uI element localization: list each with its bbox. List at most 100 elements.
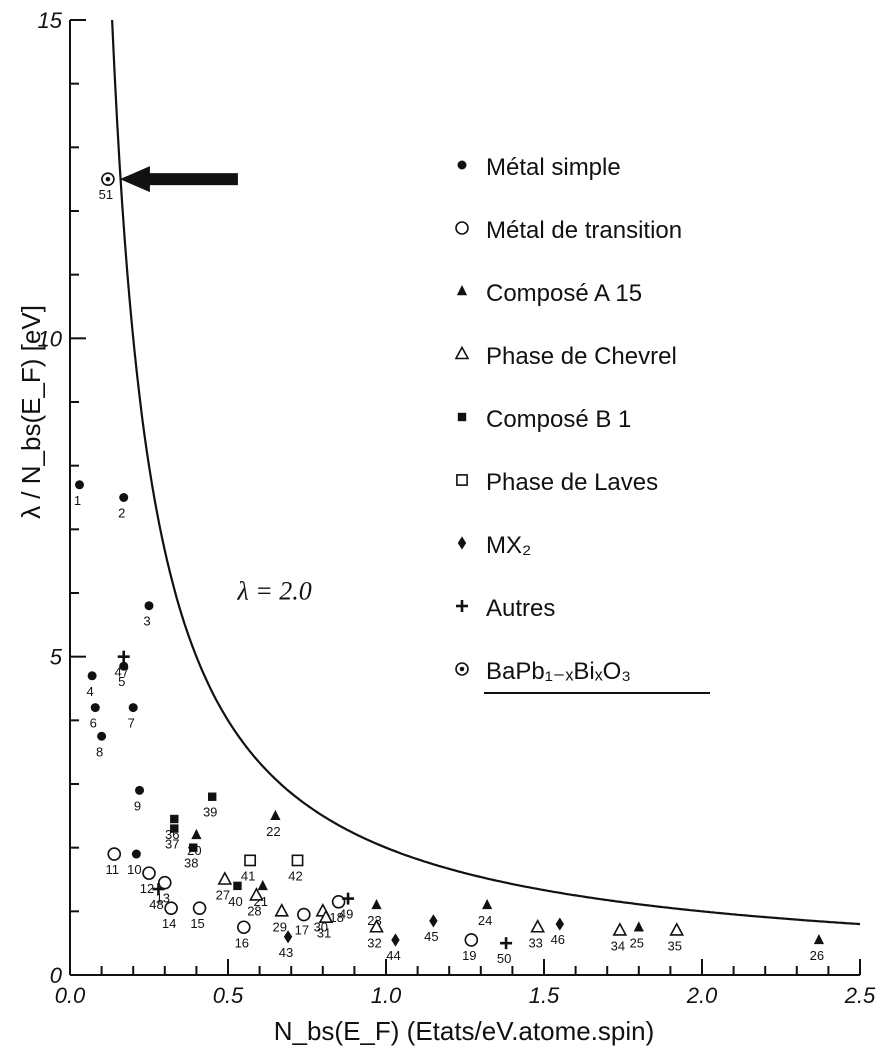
point-label: 4 (87, 684, 94, 699)
data-point (482, 898, 493, 910)
legend-label: BaPb₁₋ₓBiₓO₃ (486, 658, 631, 685)
curve-label: λ = 2.0 (236, 576, 311, 605)
data-point (429, 914, 438, 928)
legend-item: Métal de transition (455, 217, 682, 244)
point-label: 38 (184, 856, 198, 871)
data-point (318, 909, 334, 924)
point-label: 26 (810, 948, 824, 963)
data-point (208, 792, 217, 801)
point-label: 17 (295, 923, 309, 938)
legend-label: Métal de transition (486, 217, 682, 244)
data-point (170, 814, 179, 824)
legend-marker (455, 221, 469, 235)
legend-marker (456, 474, 468, 486)
point-label: 18 (329, 910, 343, 925)
legend-marker (457, 536, 467, 550)
data-point (371, 898, 382, 910)
data-point (633, 921, 644, 932)
point-label: 2 (118, 506, 125, 521)
legend-label: Phase de Chevrel (486, 343, 677, 370)
data-point (164, 901, 178, 915)
data-point (191, 828, 202, 840)
legend-marker (457, 412, 467, 422)
data-point (342, 892, 355, 905)
data-point (97, 731, 107, 741)
data-point (274, 903, 290, 917)
point-label: 10 (127, 862, 141, 877)
point-label: 32 (367, 935, 381, 950)
x-tick-label: 0.5 (213, 983, 244, 1008)
data-point (135, 785, 145, 795)
point-label: 11 (105, 862, 119, 877)
data-point (283, 930, 293, 944)
data-point (217, 871, 233, 885)
point-label: 44 (386, 948, 400, 963)
data-point (158, 875, 172, 890)
data-point (101, 172, 115, 186)
point-label: 27 (216, 888, 230, 903)
point-label: 35 (667, 938, 681, 953)
legend-marker (456, 600, 468, 612)
point-label: 1 (74, 493, 81, 508)
point-label: 30 (314, 919, 328, 934)
point-label: 41 (241, 868, 255, 883)
point-label: 47 (114, 665, 128, 680)
x-axis-label: N_bs(E_F) (Etats/eV.atome.spin) (274, 1016, 655, 1046)
highlight-arrow (119, 166, 238, 193)
legend-marker (455, 662, 469, 676)
legend: Métal simple Métal de transition Composé A… (454, 154, 710, 694)
point-label: 22 (266, 824, 280, 839)
point-label: 15 (190, 916, 204, 931)
point-label: 48 (149, 897, 163, 912)
data-point (119, 661, 129, 671)
y-tick-label: 10 (38, 326, 63, 351)
x-tick-label: 2.0 (686, 983, 718, 1008)
point-label: 31 (317, 926, 331, 941)
legend-item: BaPb₁₋ₓBiₓO₃ (455, 658, 710, 694)
data-point (131, 849, 141, 859)
legend-item: Métal simple (457, 154, 621, 181)
point-label: 6 (90, 716, 97, 731)
data-point (331, 894, 346, 909)
points-layer: 1234567891011121314151617181920212223242… (74, 166, 824, 966)
lambda-curve-layer: λ = 2.0 (111, 19, 861, 926)
data-point (117, 650, 130, 663)
legend-label: Métal simple (486, 154, 621, 181)
data-point (500, 937, 513, 950)
point-label: 16 (235, 935, 249, 950)
point-label: 37 (165, 837, 179, 852)
data-point (669, 922, 685, 936)
data-point (170, 824, 179, 833)
x-tick-label: 0.0 (55, 983, 86, 1008)
data-point (192, 901, 207, 915)
point-label: 45 (424, 929, 438, 944)
point-label: 3 (143, 614, 150, 629)
data-point (612, 922, 628, 936)
legend-label: Composé B 1 (486, 406, 631, 433)
data-point (257, 879, 268, 891)
data-point (128, 703, 138, 713)
x-tick-label: 1.5 (529, 983, 560, 1008)
data-point (291, 854, 304, 867)
point-label: 25 (630, 935, 644, 950)
data-point (142, 866, 156, 880)
data-point (244, 854, 257, 867)
y-tick-label: 0 (50, 963, 63, 988)
data-point (189, 843, 198, 852)
data-point (464, 933, 479, 947)
x-tick-label: 2.5 (844, 983, 876, 1008)
legend-label: Composé A 15 (486, 280, 642, 307)
data-point (74, 480, 84, 490)
point-label: 33 (528, 935, 542, 950)
point-label: 49 (339, 907, 353, 922)
y-tick-label: 15 (38, 8, 63, 33)
data-point (87, 671, 97, 681)
data-point (249, 887, 264, 901)
data-point (90, 703, 100, 713)
data-point (270, 809, 281, 821)
point-label: 46 (551, 932, 565, 947)
legend-label: Autres (486, 595, 555, 622)
y-axis-label: λ / N_bs(E_F) [eV] (16, 305, 46, 519)
point-label: 34 (611, 938, 625, 953)
data-point (144, 601, 154, 611)
